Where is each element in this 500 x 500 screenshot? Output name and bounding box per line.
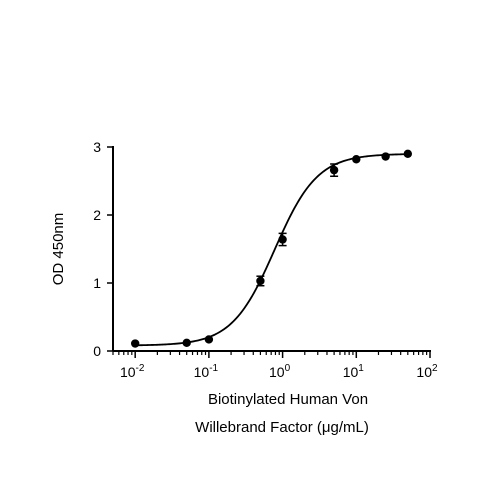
y-tick-label-3: 3 [93, 139, 101, 155]
data-point-2 [204, 335, 214, 344]
data-point-0 [130, 339, 140, 348]
x-ticks: 10-2 10-1 100 101 102 [112, 351, 438, 380]
y-axis-title: OD 450nm [50, 213, 67, 286]
x-tick-label-3: 101 [343, 363, 365, 380]
y-tick-label-1: 1 [93, 275, 101, 291]
data-point-8 [403, 149, 413, 158]
x-tick-label-2: 100 [269, 363, 291, 380]
data-point-6 [352, 155, 361, 164]
x-axis-title-line-2: Willebrand Factor (μg/mL) [195, 419, 369, 436]
x-axis-title-line-1: Biotinylated Human Von [208, 391, 368, 408]
axes [112, 146, 431, 352]
y-tick-label-0: 0 [93, 343, 101, 359]
y-tick-label-2: 2 [93, 207, 101, 223]
data-point-4 [278, 235, 287, 244]
data-point-5 [329, 165, 339, 175]
x-tick-label-0: 10-2 [120, 363, 145, 380]
y-ticks: 0 1 2 3 [93, 139, 113, 359]
data-points [130, 149, 413, 348]
x-tick-label-1: 10-1 [194, 363, 219, 380]
fit-curve [135, 153, 408, 347]
data-point-1 [182, 338, 191, 348]
data-point-7 [381, 152, 390, 161]
x-tick-label-4: 102 [416, 363, 438, 380]
data-point-3 [256, 276, 265, 286]
